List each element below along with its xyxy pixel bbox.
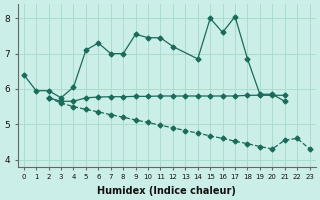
X-axis label: Humidex (Indice chaleur): Humidex (Indice chaleur): [97, 186, 236, 196]
